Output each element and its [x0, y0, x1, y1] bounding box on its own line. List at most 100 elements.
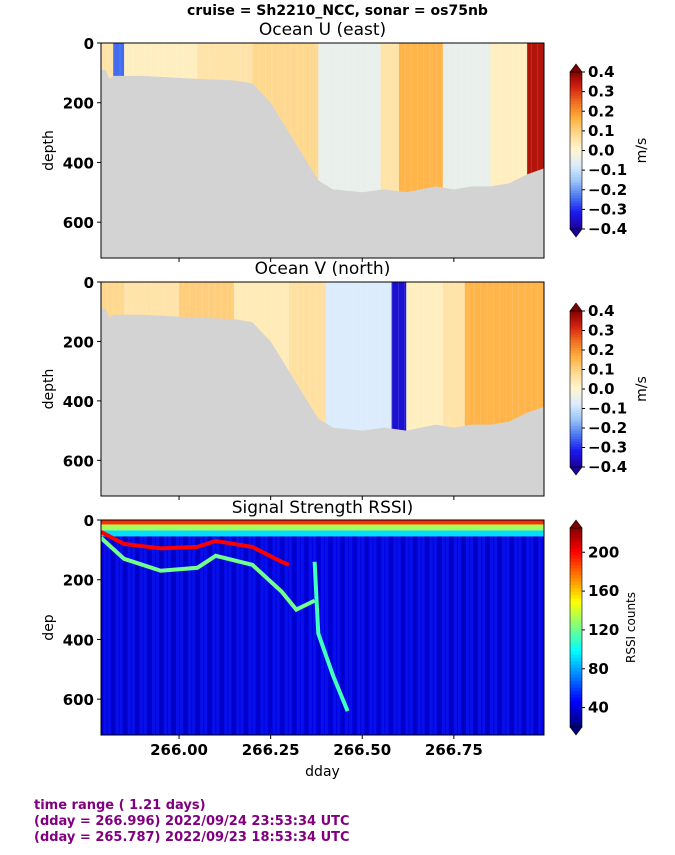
colorbar-tick-label: 40 [588, 699, 609, 717]
colorbar-cell [570, 357, 582, 361]
colorbar-frame [569, 527, 583, 728]
rssi-layer [101, 524, 544, 531]
y-tick-label: 600 [63, 691, 94, 709]
colorbar-cell [570, 650, 582, 655]
colorbar-cell [570, 577, 582, 582]
colorbar-cell [570, 680, 582, 685]
x-tick-label: 266.75 [425, 741, 483, 759]
colorbar-cell [570, 723, 582, 728]
colorbar-cell [570, 561, 582, 566]
colorbar-tick-label: 0.1 [588, 122, 615, 140]
colorbar-cell [570, 673, 582, 678]
velocity-band [380, 43, 400, 193]
colorbar-cell [570, 90, 582, 94]
velocity-band [490, 43, 528, 193]
colorbar-cell [570, 644, 582, 648]
colorbar-cell [570, 218, 582, 222]
colorbar-cell [570, 409, 582, 413]
colorbar-cell [570, 202, 582, 207]
colorbar-tick-label: 0.3 [588, 83, 615, 101]
colorbar-cell [570, 456, 582, 460]
colorbar-cell [570, 318, 582, 322]
colorbar: 0.40.30.20.10.0−0.1−0.2−0.3−0.4m/s [569, 63, 650, 238]
colorbar-tick-label: 0.2 [588, 341, 615, 359]
colorbar-extend-min [569, 466, 583, 476]
colorbar-cell [570, 208, 582, 212]
x-tick-label: 266.50 [333, 741, 391, 759]
colorbar-cell [570, 610, 582, 615]
velocity-band [442, 282, 466, 431]
colorbar-cell [570, 720, 582, 725]
colorbar-cell [570, 584, 582, 589]
colorbar-cell [570, 381, 582, 385]
colorbar-cell [570, 192, 582, 196]
colorbar-cell [570, 189, 582, 193]
colorbar-cell [570, 82, 582, 86]
colorbar-cell [570, 179, 582, 183]
colorbar-cell [570, 531, 582, 536]
colorbar-cell [570, 574, 582, 579]
colorbar-cell [570, 205, 582, 209]
colorbar: 0.40.30.20.10.0−0.1−0.2−0.3−0.4m/s [569, 302, 650, 476]
rssi-layer [101, 520, 544, 525]
colorbar-cell [570, 360, 582, 364]
x-axis-label: dday [305, 764, 340, 780]
colorbar-cell [570, 321, 582, 325]
colorbar-cell [570, 415, 582, 419]
colorbar-extend-max [569, 519, 583, 529]
footer-line-2: (dday = 266.996) 2022/09/24 23:53:34 UTC [34, 814, 350, 829]
colorbar-cell [570, 417, 582, 421]
colorbar-cell [570, 700, 582, 705]
colorbar-cell [570, 376, 582, 380]
colorbar-tick-label: 0.0 [588, 142, 615, 160]
colorbar-cell [570, 690, 582, 695]
colorbar-cell [570, 316, 582, 320]
colorbar-cell [570, 438, 582, 442]
colorbar-cell [570, 142, 582, 146]
colorbar-tick-label: 0.2 [588, 102, 615, 120]
colorbar-tick-label: 160 [588, 582, 619, 600]
colorbar-cell [570, 163, 582, 167]
colorbar-tick-label: −0.4 [588, 458, 627, 476]
velocity-band [325, 282, 393, 431]
y-tick-label: 400 [63, 393, 94, 411]
colorbar-cell [570, 657, 582, 662]
velocity-band [406, 282, 444, 431]
y-tick-label: 600 [63, 452, 94, 470]
colorbar-cell [570, 604, 582, 609]
footer-line-1: time range ( 1.21 days) [34, 798, 206, 813]
colorbar-tick-label: 0.4 [588, 302, 615, 320]
colorbar-cell [570, 111, 582, 115]
colorbar-cell [570, 587, 582, 592]
velocity-band [464, 282, 544, 431]
colorbar-cell [570, 459, 582, 463]
colorbar-cell [570, 121, 582, 125]
colorbar-cell [570, 391, 582, 395]
colorbar-tick-label: −0.1 [588, 400, 627, 418]
colorbar-cell [570, 124, 582, 128]
colorbar-tick-label: 0.1 [588, 361, 615, 379]
plot-area [101, 282, 544, 496]
x-tick-label: 266.25 [242, 741, 300, 759]
colorbar-cell [570, 153, 582, 157]
colorbar-cell [570, 197, 582, 201]
colorbar-tick-label: −0.3 [588, 439, 627, 457]
colorbar-cell [570, 571, 582, 576]
colorbar-cell [570, 430, 582, 434]
colorbar-cell [570, 697, 582, 702]
colorbar-label: RSSI counts [624, 592, 638, 663]
y-tick-label: 400 [63, 154, 94, 172]
colorbar-tick-label: 0.0 [588, 380, 615, 398]
colorbar-cell [570, 670, 582, 675]
colorbar-cell [570, 331, 582, 335]
colorbar-cell [570, 213, 582, 217]
colorbar-cell [570, 129, 582, 133]
colorbar-cell [570, 396, 582, 400]
colorbar-cell [570, 464, 582, 468]
colorbar-cell [570, 147, 582, 152]
colorbar-cell [570, 600, 582, 605]
colorbar-cell [570, 420, 582, 424]
colorbar-extend-max [569, 63, 583, 73]
y-tick-label: 200 [63, 95, 94, 113]
velocity-band [442, 43, 492, 193]
